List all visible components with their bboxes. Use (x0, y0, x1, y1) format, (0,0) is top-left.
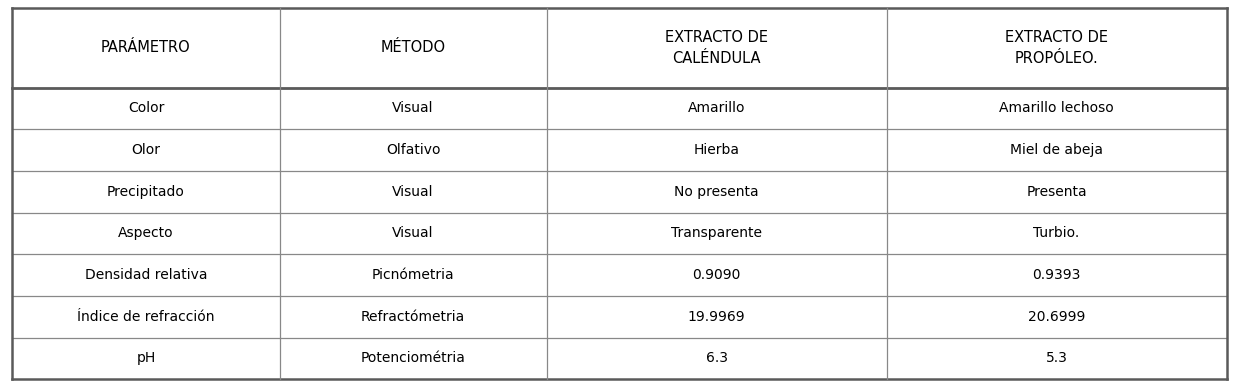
Text: 19.9969: 19.9969 (688, 310, 746, 324)
Text: 5.3: 5.3 (1046, 351, 1068, 365)
Text: Visual: Visual (393, 226, 434, 240)
Text: Olfativo: Olfativo (385, 143, 440, 157)
Text: 6.3: 6.3 (706, 351, 727, 365)
Text: pH: pH (136, 351, 156, 365)
Text: Picnómetria: Picnómetria (372, 268, 455, 282)
Text: Color: Color (128, 101, 164, 115)
Text: EXTRACTO DE
CALÉNDULA: EXTRACTO DE CALÉNDULA (665, 30, 768, 66)
Text: Aspecto: Aspecto (118, 226, 173, 240)
Text: 0.9090: 0.9090 (693, 268, 741, 282)
Text: Miel de abeja: Miel de abeja (1010, 143, 1103, 157)
Text: No presenta: No presenta (674, 185, 760, 199)
Text: Transparente: Transparente (672, 226, 762, 240)
Text: Potenciométria: Potenciométria (361, 351, 466, 365)
Text: Índice de refracción: Índice de refracción (77, 310, 214, 324)
Text: Presenta: Presenta (1026, 185, 1087, 199)
Text: Amarillo lechoso: Amarillo lechoso (999, 101, 1114, 115)
Text: MÉTODO: MÉTODO (380, 40, 446, 55)
Text: PARÁMETRO: PARÁMETRO (102, 40, 191, 55)
Text: Densidad relativa: Densidad relativa (84, 268, 207, 282)
Text: EXTRACTO DE
PROPÓLEO.: EXTRACTO DE PROPÓLEO. (1005, 30, 1108, 66)
Text: Refractómetria: Refractómetria (361, 310, 465, 324)
Text: Visual: Visual (393, 185, 434, 199)
Text: Turbio.: Turbio. (1033, 226, 1079, 240)
Text: Olor: Olor (131, 143, 161, 157)
Text: Visual: Visual (393, 101, 434, 115)
Text: 0.9393: 0.9393 (1032, 268, 1080, 282)
Text: Amarillo: Amarillo (688, 101, 746, 115)
Text: 20.6999: 20.6999 (1028, 310, 1085, 324)
Text: Precipitado: Precipitado (107, 185, 185, 199)
Text: Hierba: Hierba (694, 143, 740, 157)
